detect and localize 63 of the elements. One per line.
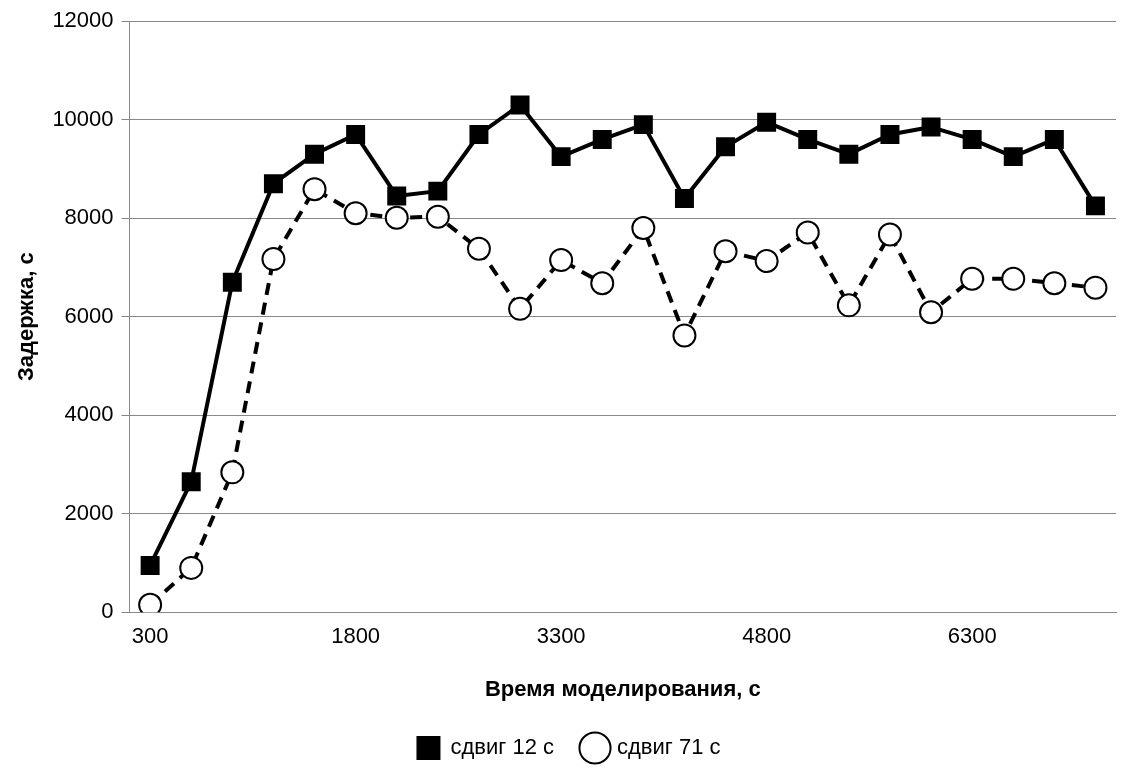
point	[343, 201, 368, 226]
point	[466, 236, 491, 261]
point	[305, 144, 325, 164]
point	[672, 323, 697, 348]
x-tick-label: 300	[131, 623, 169, 649]
legend-label: сдвиг 12 с	[450, 734, 555, 760]
point	[836, 293, 861, 318]
legend-label: сдвиг 71 с	[617, 734, 721, 760]
x-tick-label: 6300	[947, 623, 997, 649]
point	[716, 137, 736, 157]
y-tick-label: 4000	[64, 401, 114, 427]
y-axis-title: Задержка, с	[13, 252, 39, 382]
point	[1003, 147, 1023, 167]
point	[795, 220, 820, 245]
point	[302, 177, 327, 202]
point	[263, 174, 283, 194]
point	[346, 124, 366, 144]
point	[674, 189, 694, 208]
point	[839, 144, 859, 164]
y-tick-label: 0	[101, 598, 114, 624]
point	[713, 239, 738, 264]
point	[387, 186, 407, 206]
y-tick-label: 6000	[64, 302, 114, 328]
point	[222, 272, 242, 292]
y-tick-label: 8000	[64, 204, 114, 230]
point	[469, 124, 489, 144]
y-tick-label: 12000	[52, 7, 114, 33]
point	[754, 249, 779, 274]
point	[921, 117, 941, 137]
point	[1085, 196, 1105, 216]
point	[962, 129, 982, 149]
point	[798, 129, 818, 149]
y-tick-label: 2000	[64, 499, 114, 525]
point	[428, 181, 448, 201]
point	[1042, 271, 1067, 296]
x-tick-label: 4800	[742, 623, 792, 649]
point	[508, 296, 533, 321]
point	[592, 129, 612, 149]
point	[510, 95, 530, 115]
point	[1044, 129, 1064, 149]
point	[590, 271, 615, 296]
x-tick-label: 1800	[331, 623, 381, 649]
x-tick-label: 3300	[536, 623, 586, 649]
point	[425, 204, 450, 229]
x-axis-title: Время моделирования, с	[484, 675, 761, 701]
point	[633, 115, 653, 135]
point	[919, 300, 944, 325]
point	[960, 266, 985, 291]
point	[261, 247, 286, 272]
point	[880, 124, 900, 144]
point	[384, 205, 409, 230]
point	[877, 222, 902, 247]
point	[179, 555, 204, 580]
point	[631, 216, 656, 241]
point	[551, 147, 571, 167]
point	[220, 460, 245, 485]
point	[1083, 275, 1108, 300]
point	[181, 472, 201, 492]
point	[757, 112, 777, 132]
point	[1001, 266, 1026, 291]
point	[140, 555, 160, 575]
y-tick-label: 10000	[52, 105, 114, 131]
point	[549, 248, 574, 273]
